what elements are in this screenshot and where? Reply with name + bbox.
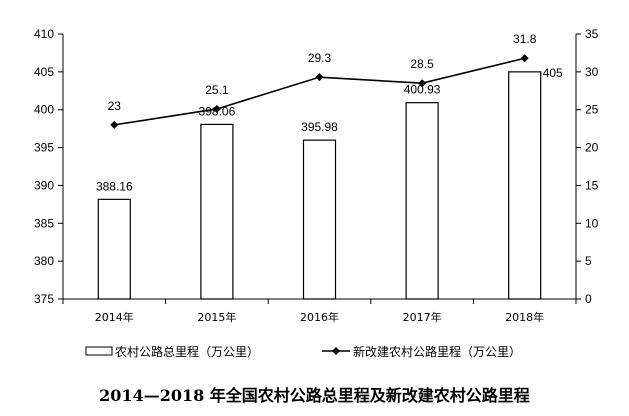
line-data-label: 29.3: [308, 51, 332, 65]
line-series: [110, 54, 529, 129]
bar: [405, 102, 439, 300]
x-tick-label: 2016年: [300, 310, 339, 324]
line-data-label: 25.1: [205, 83, 229, 97]
y-right-tick-label: 10: [585, 216, 599, 230]
y-right-tick-label: 0: [585, 292, 592, 306]
y-left-tick-label: 395: [34, 141, 54, 155]
x-tick-label: 2014年: [95, 310, 134, 324]
y-left-tick-label: 385: [34, 216, 54, 230]
line-marker: [418, 79, 427, 88]
bar-data-label: 388.16: [96, 179, 133, 193]
bar: [508, 71, 542, 300]
legend-bar-label: 农村公路总里程（万公里）: [115, 344, 259, 359]
bar-data-label: 400.93: [404, 83, 441, 97]
y-left-tick-label: 380: [34, 254, 54, 268]
legend-line-marker: [332, 347, 340, 355]
chart-title: 2014—2018 年全国农村公路总里程及新改建农村公路里程: [99, 386, 530, 405]
y-right-tick-label: 5: [585, 254, 592, 268]
line-marker: [110, 120, 119, 129]
y-left-tick-label: 400: [34, 103, 54, 117]
x-tick-label: 2017年: [403, 310, 442, 324]
bar-data-label: 405: [543, 66, 563, 80]
y-right-tick-label: 30: [585, 65, 599, 79]
y-left-tick-label: 405: [34, 65, 54, 79]
x-tick-label: 2018年: [505, 310, 544, 324]
y-right-tick-label: 35: [585, 27, 599, 41]
line-data-label: 23: [108, 99, 122, 113]
legend-bar-swatch: [85, 346, 113, 356]
y-left-tick-label: 390: [34, 178, 54, 192]
bar: [302, 139, 337, 300]
bar: [200, 123, 234, 300]
line-data-label: 28.5: [410, 57, 434, 71]
bar-data-label: 398.06: [199, 104, 236, 118]
data-labels: 388.16 398.06 395.98 400.93 405 23 25.1 29.3 28.…: [96, 32, 563, 193]
axes: 375 380 385 390 395 400 405 410 0 5 10 15 20 25 30 35 20…: [34, 27, 599, 324]
line-marker: [315, 73, 324, 82]
y-right-tick-label: 20: [585, 141, 599, 155]
x-tick-label: 2015年: [197, 310, 236, 324]
line-data-label: 31.8: [513, 32, 537, 46]
y-left-tick-label: 375: [34, 292, 54, 306]
legend: 农村公路总里程（万公里） 新改建农村公路里程（万公里）: [85, 344, 521, 359]
y-left-tick-label: 410: [34, 27, 54, 41]
bar-series: [97, 71, 542, 300]
bar-data-label: 395.98: [301, 120, 338, 134]
chart: 375 380 385 390 395 400 405 410 0 5 10 15 20 25 30 35 20…: [34, 27, 599, 359]
line-marker: [212, 104, 221, 113]
line-path: [114, 57, 525, 126]
line-marker: [520, 54, 529, 63]
y-right-tick-label: 15: [585, 178, 599, 192]
bar: [97, 198, 131, 300]
y-right-tick-label: 25: [585, 103, 599, 117]
legend-line-label: 新改建农村公路里程（万公里）: [353, 344, 521, 359]
